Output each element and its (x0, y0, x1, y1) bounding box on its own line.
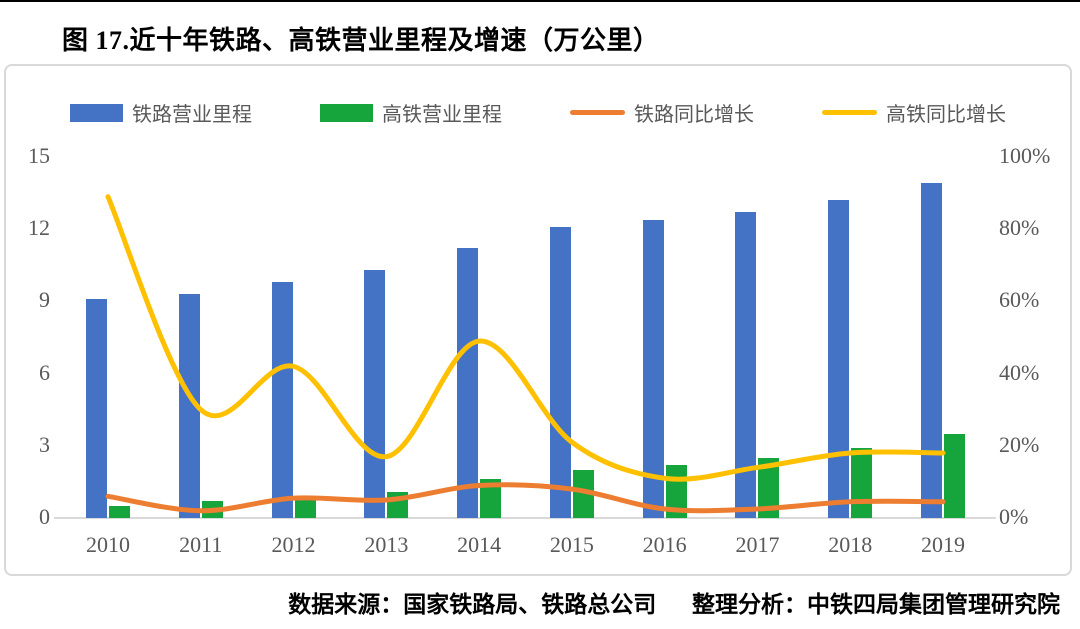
source-note: 数据来源：国家铁路局、铁路总公司 整理分析：中铁四局集团管理研究院 (0, 585, 1080, 619)
y-left-tick-label: 12 (28, 215, 50, 241)
y-right-tick-label: 80% (999, 215, 1040, 241)
x-axis-line (54, 517, 996, 519)
bar-railway-mileage (457, 248, 479, 518)
legend-label-hsr-growth: 高铁同比增长 (886, 104, 1006, 126)
bar-railway-mileage (735, 212, 757, 518)
x-tick-label: 2018 (828, 532, 873, 557)
bar-hsr-mileage (109, 505, 130, 518)
line-hsr-growth (105, 194, 946, 482)
y-right-tick-label: 40% (999, 359, 1040, 385)
y-right-tick-label: 100% (999, 143, 1051, 168)
plot-area: 0 3 6 9 12 15 0% 20% 40% 60% 80% 100% 2010 2011 2012 20… (6, 66, 1070, 574)
bar-railway-mileage (549, 226, 571, 518)
y-right-tick-label: 60% (999, 287, 1040, 313)
bar-railway-mileage (86, 298, 107, 518)
legend-item-hsr-mileage: 高铁营业里程 (320, 98, 502, 127)
figure-title: 图 17.近十年铁路、高铁营业里程及增速（万公里） (62, 26, 660, 55)
y-right-tick-label: 0% (999, 504, 1029, 529)
legend-label-hsr-mileage: 高铁营业里程 (382, 104, 502, 126)
legend-label-railway-growth: 铁路同比增长 (634, 104, 754, 126)
bar-hsr-mileage (944, 433, 966, 518)
bar-railway-mileage (178, 294, 200, 518)
data-source-text: 数据来源：国家铁路局、铁路总公司 (288, 592, 657, 617)
x-tick-label: 2015 (549, 532, 594, 557)
x-tick-label: 2012 (271, 532, 316, 557)
legend-bar-swatch-hsr-mileage (320, 103, 373, 122)
y-left-tick-label: 6 (39, 359, 50, 385)
top-divider-line (0, 0, 1080, 2)
growth-lines-layer (105, 194, 946, 514)
x-tick-label: 2013 (364, 532, 409, 557)
x-tick-label: 2017 (735, 532, 780, 557)
legend-item-hsr-growth: 高铁同比增长 (822, 98, 1006, 127)
x-tick-label: 2011 (179, 532, 223, 557)
bar-hsr-mileage (758, 457, 780, 518)
bar-hsr-mileage (480, 479, 502, 518)
legend-item-railway-mileage: 铁路营业里程 (70, 98, 252, 127)
x-tick-label: 2010 (86, 532, 130, 557)
y-left-tick-label: 3 (39, 431, 50, 457)
bar-railway-mileage (642, 219, 664, 518)
y-left-tick-label: 15 (28, 143, 50, 168)
x-tick-label: 2019 (921, 532, 966, 557)
legend-line-swatch-railway-growth (570, 110, 625, 115)
legend-item-railway-growth: 铁路同比增长 (570, 98, 754, 127)
line-railway-growth (105, 482, 946, 514)
legend-label-railway-mileage: 铁路营业里程 (132, 104, 252, 126)
y-left-tick-label: 9 (39, 287, 50, 313)
x-tick-label: 2014 (457, 532, 502, 557)
chart-legend: 铁路营业里程 高铁营业里程 铁路同比增长 高铁同比增长 (6, 98, 1070, 127)
bar-hsr-mileage (572, 469, 594, 518)
x-tick-label: 2016 (642, 532, 687, 557)
y-left-tick-label: 0 (39, 504, 50, 529)
bar-railway-mileage (828, 200, 850, 518)
legend-line-swatch-hsr-growth (822, 110, 877, 115)
y-right-tick-label: 20% (999, 431, 1040, 457)
bar-railway-mileage (271, 282, 293, 518)
bar-railway-mileage (921, 183, 943, 518)
bar-hsr-mileage (294, 496, 316, 518)
analysis-text: 整理分析：中铁四局集团管理研究院 (692, 592, 1060, 617)
legend-bar-swatch-railway-mileage (70, 103, 123, 122)
chart-area: 铁路营业里程 高铁营业里程 铁路同比增长 高铁同比增长 0 3 6 9 12 15 0% 20% 40… (4, 64, 1072, 576)
